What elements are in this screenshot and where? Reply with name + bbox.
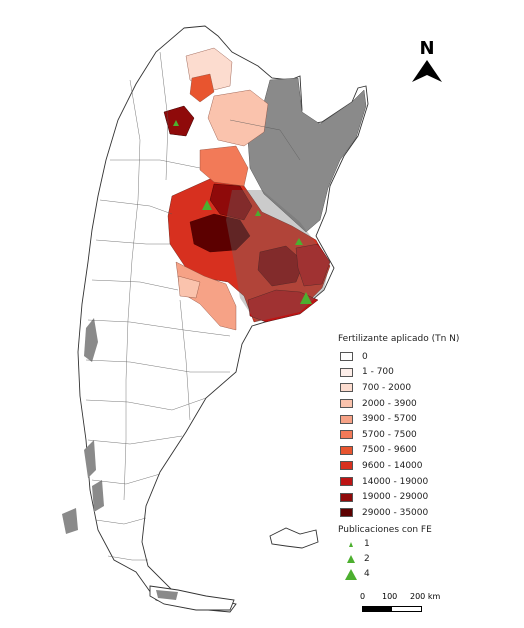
publications-title: Publicaciones con FE: [338, 524, 432, 535]
legend-class-label: 19000 - 29000: [362, 492, 429, 503]
legend-class-label: 5700 - 7500: [362, 429, 417, 440]
legend-class-item: 7500 - 9600: [338, 443, 488, 459]
nodata-strip-w1: [84, 318, 98, 362]
fert-region-sgo: [199, 145, 249, 187]
publication-marker: [202, 200, 212, 210]
legend-class-item: 14000 - 19000: [338, 474, 488, 490]
triangle-icon: [347, 555, 355, 564]
nodata-strip-s: [156, 590, 178, 600]
fert-region-buenos-aires-s: [247, 289, 319, 323]
legend-swatch: [340, 492, 353, 502]
legend-class-item: 1 - 700: [338, 365, 488, 381]
publication-marker: [255, 210, 261, 216]
north-arrow-icon: [412, 60, 442, 82]
legend-publication-item: 1: [338, 537, 488, 552]
legend-class-item: 29000 - 35000: [338, 505, 488, 521]
publication-marker: [300, 292, 312, 304]
legend-class-label: 14000 - 19000: [362, 476, 429, 487]
triangle-icon: [349, 541, 353, 547]
legend-class-item: 9600 - 14000: [338, 458, 488, 474]
legend-class-label: 1 - 700: [362, 367, 394, 378]
fert-region-ba-mid: [257, 245, 305, 287]
legend-swatch: [340, 414, 353, 424]
overlay-shade: [226, 190, 330, 322]
malvinas-islands: [269, 527, 319, 549]
fert-region-cordoba-dark: [189, 213, 251, 253]
legend-class-list: 0 1 - 700 700 - 2000 2000 - 3900 3900 - 5700…: [338, 349, 488, 521]
legend-publication-item: 2: [338, 552, 488, 567]
fert-region-cordoba-mid: [209, 183, 253, 221]
legend-class-label: 7500 - 9600: [362, 445, 417, 456]
legend-title: Fertilizante aplicado (Tn N): [338, 334, 460, 344]
north-arrow: N: [408, 40, 446, 84]
department-lines: [85, 51, 301, 561]
legend-swatch: [340, 383, 353, 393]
nodata-region-ne: [247, 77, 367, 233]
nodata-strip-w2: [84, 440, 96, 478]
legend-swatch: [340, 508, 353, 518]
scale-label-100: 100: [382, 592, 398, 601]
legend-class-item: 3900 - 5700: [338, 411, 488, 427]
fert-region-tucuman: [163, 105, 195, 137]
fert-region-chaco-light: [207, 89, 269, 147]
legend-publication-label: 1: [364, 539, 370, 550]
legend-class-item: 5700 - 7500: [338, 427, 488, 443]
legend-class-label: 29000 - 35000: [362, 507, 429, 518]
legend-publication-label: 4: [364, 569, 370, 580]
legend-class-label: 9600 - 14000: [362, 460, 423, 471]
legend-swatch: [340, 445, 353, 455]
legend-swatch: [340, 477, 353, 487]
legend-swatch: [340, 352, 353, 362]
legend-class-item: 19000 - 29000: [338, 489, 488, 505]
nodata-strip-w4: [62, 508, 78, 534]
nodata-strip-w3: [92, 480, 104, 512]
map-legend: Fertilizante aplicado (Tn N) 0 1 - 700 700…: [338, 334, 488, 582]
publication-marker: [295, 238, 303, 245]
legend-class-item: 700 - 2000: [338, 380, 488, 396]
legend-class-item: 2000 - 3900: [338, 396, 488, 412]
legend-class-label: 2000 - 3900: [362, 398, 417, 409]
legend-swatch: [340, 367, 353, 377]
legend-class-label: 0: [362, 351, 368, 362]
fert-region-salta-orange: [189, 73, 215, 103]
legend-publication-label: 2: [364, 554, 370, 565]
legend-publication-list: 1 2 4: [338, 537, 488, 582]
legend-swatch: [340, 430, 353, 440]
north-label: N: [419, 38, 435, 59]
legend-class-label: 3900 - 5700: [362, 414, 417, 425]
scale-bar-graphic: [362, 606, 422, 612]
scale-bar: 0 100 200 km: [356, 592, 446, 620]
legend-swatch: [340, 399, 353, 409]
scale-label-200: 200 km: [410, 592, 441, 601]
scale-label-0: 0: [360, 592, 366, 601]
fert-region-sanluis: [177, 275, 201, 299]
publication-marker: [173, 120, 179, 126]
legend-class-item: 0: [338, 349, 488, 365]
legend-publication-item: 4: [338, 567, 488, 582]
triangle-icon: [345, 568, 357, 580]
fert-region-ba-east: [295, 243, 331, 287]
legend-class-label: 700 - 2000: [362, 382, 412, 393]
legend-swatch: [340, 461, 353, 471]
